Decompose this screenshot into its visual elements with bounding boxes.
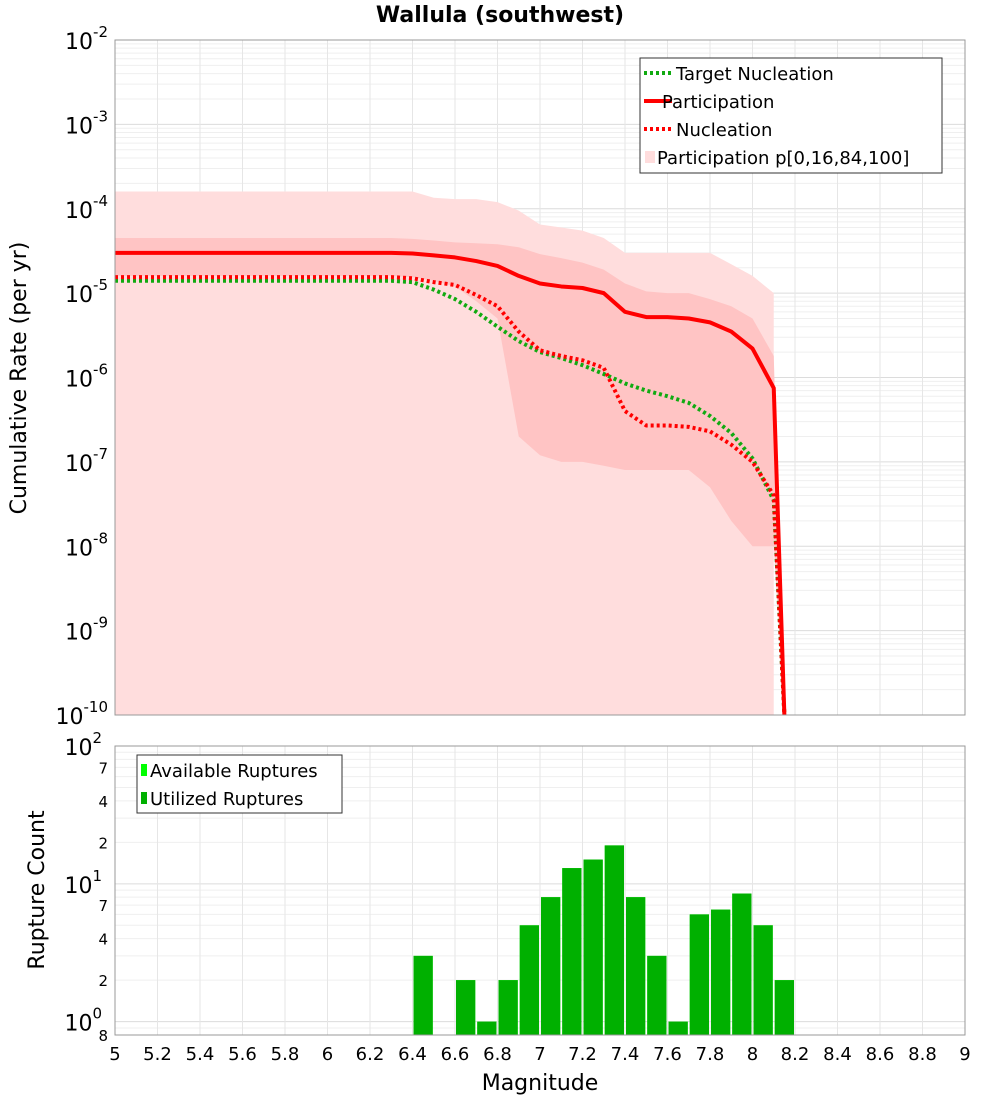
series-line-2 [115,275,787,716]
y-tick-label: 10-7 [65,445,108,477]
bar-utilized [477,1021,497,1035]
y-tick-label: 101 [64,867,102,899]
bar-utilized [583,859,603,1035]
bar-utilized [753,925,773,1035]
x-tick-label: 7.6 [653,1044,682,1065]
y-tick-label: 102 [64,729,102,761]
bar-utilized [647,955,667,1035]
bar-utilized [519,925,539,1035]
y-tick-label: 7 [98,897,108,915]
legend-label: Participation [662,92,774,113]
x-tick-label: 5.4 [186,1044,215,1065]
legend-swatch [141,764,147,776]
x-tick-label: 6.4 [398,1044,427,1065]
y-tick-label: 2 [98,834,108,852]
y-tick-label: 7 [98,759,108,777]
x-tick-label: 8.8 [908,1044,937,1065]
bar-utilized [498,980,518,1035]
plot-border [114,745,966,1036]
bar-utilized [456,980,476,1035]
x-tick-label: 7.2 [568,1044,597,1065]
y-tick-label: 100 [64,1005,102,1037]
bar-utilized [689,914,709,1035]
legend-label: Utilized Ruptures [150,789,303,810]
legend-swatch [141,792,147,804]
series-line-0 [115,278,787,716]
x-tick-label: 8.6 [866,1044,895,1065]
x-axis-label: Magnitude [482,1071,599,1096]
y-tick-label: 10-8 [65,529,108,561]
x-tick-label: 6.8 [483,1044,512,1065]
x-tick-label: 7.8 [696,1044,725,1065]
y-tick-label: 10-6 [65,361,108,393]
x-tick-label: 6.2 [356,1044,385,1065]
y-axis-label-rate: Cumulative Rate (per yr) [7,242,32,515]
x-tick-label: 7 [534,1044,545,1065]
legend-label: Target Nucleation [675,64,834,85]
bar-utilized [774,980,794,1035]
series-line-1 [115,250,787,716]
x-tick-label: 6.6 [441,1044,470,1065]
x-tick-label: 5.6 [228,1044,257,1065]
bar-utilized [541,897,561,1035]
legend: Target Nucleation Participation Nucleation… [639,57,943,174]
x-tick-label: 7.4 [611,1044,640,1065]
x-tick-label: 8.2 [781,1044,810,1065]
legend-swatch [645,151,655,163]
x-tick-label: 5.2 [143,1044,172,1065]
bar-utilized [626,897,646,1035]
x-tick-label: 9 [959,1044,970,1065]
y-tick-label: 4 [98,931,108,949]
bar-utilized [413,955,433,1035]
legend-box [639,57,943,174]
plot-border [114,39,966,716]
y-tick-label: 10-2 [65,23,108,55]
rate-plot: 10-2 10-3 10-4 10-5 10-6 10-7 10-8 10-9 10-10 Tar… [56,23,966,730]
legend-box [136,754,343,814]
bar-utilized [711,909,731,1035]
legend-label: Participation p[0,16,84,100] [657,148,909,169]
chart-title: Wallula (southwest) [376,3,624,28]
y-tick-label: 10-5 [65,276,108,308]
bar-utilized [732,893,752,1035]
bar-utilized [668,1021,688,1035]
x-tick-label: 8.4 [823,1044,852,1065]
y-tick-label: 10-4 [65,192,108,224]
x-tick-label: 6 [322,1044,333,1065]
y-tick-label: 2 [98,972,108,990]
y-tick-label: 10-3 [65,107,108,139]
y-tick-label: 8 [98,1027,108,1045]
y-tick-label: 10-10 [56,698,109,730]
legend-label: Nucleation [676,120,772,141]
bar-utilized [604,845,624,1035]
x-tick-label: 8 [747,1044,758,1065]
y-tick-label: 4 [98,793,108,811]
bar-utilized [562,868,582,1035]
legend-label: Available Ruptures [150,761,318,782]
x-tick-label: 5 [109,1044,120,1065]
x-tick-label: 5.8 [271,1044,300,1065]
band-1 [115,238,785,715]
y-tick-label: 10-9 [65,614,108,646]
y-axis-label-count: Rupture Count [25,810,50,970]
legend: Available Ruptures Utilized Ruptures [136,754,343,814]
